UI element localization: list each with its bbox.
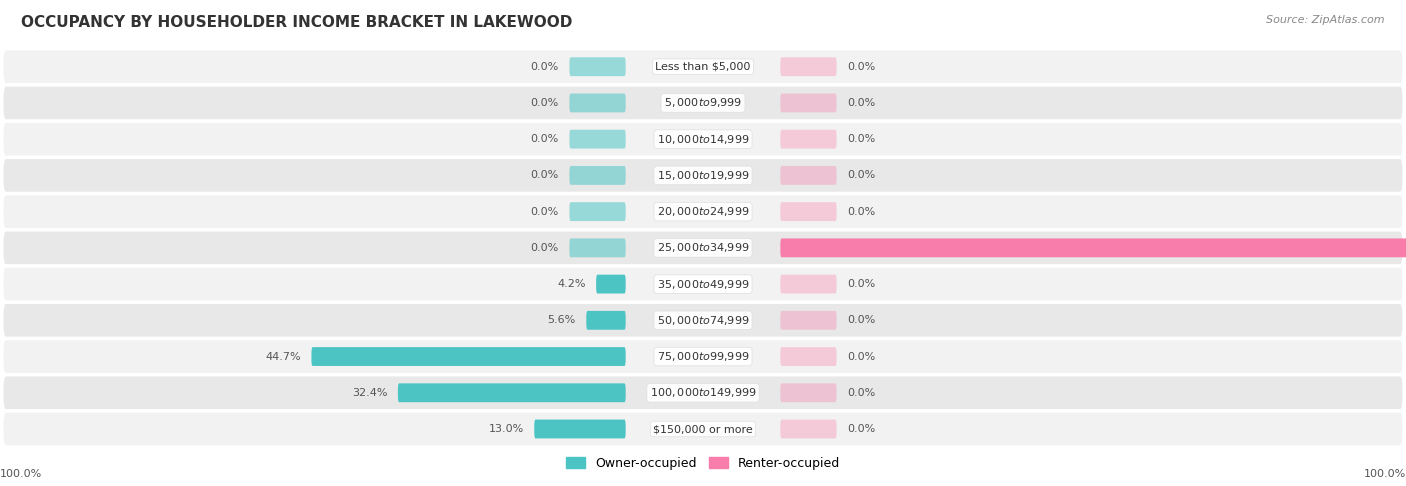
FancyBboxPatch shape [3, 51, 1403, 83]
FancyBboxPatch shape [3, 87, 1403, 119]
Text: $150,000 or more: $150,000 or more [654, 424, 752, 434]
FancyBboxPatch shape [398, 383, 626, 402]
FancyBboxPatch shape [780, 93, 837, 112]
Text: 32.4%: 32.4% [352, 388, 388, 398]
FancyBboxPatch shape [3, 340, 1403, 373]
Text: 44.7%: 44.7% [266, 351, 301, 362]
Text: 0.0%: 0.0% [846, 315, 876, 325]
FancyBboxPatch shape [569, 130, 626, 149]
Text: $75,000 to $99,999: $75,000 to $99,999 [657, 350, 749, 363]
Text: 0.0%: 0.0% [530, 62, 560, 72]
FancyBboxPatch shape [780, 275, 837, 294]
Text: 0.0%: 0.0% [530, 134, 560, 144]
FancyBboxPatch shape [569, 57, 626, 76]
FancyBboxPatch shape [3, 377, 1403, 409]
FancyBboxPatch shape [3, 268, 1403, 300]
FancyBboxPatch shape [780, 57, 837, 76]
FancyBboxPatch shape [780, 419, 837, 438]
FancyBboxPatch shape [596, 275, 626, 294]
Text: 5.6%: 5.6% [547, 315, 576, 325]
Text: 0.0%: 0.0% [846, 62, 876, 72]
FancyBboxPatch shape [3, 304, 1403, 337]
Text: 100.0%: 100.0% [1364, 469, 1406, 479]
Text: 0.0%: 0.0% [846, 424, 876, 434]
FancyBboxPatch shape [569, 93, 626, 112]
FancyBboxPatch shape [3, 159, 1403, 191]
Text: $35,000 to $49,999: $35,000 to $49,999 [657, 278, 749, 291]
FancyBboxPatch shape [780, 311, 837, 330]
Text: $50,000 to $74,999: $50,000 to $74,999 [657, 314, 749, 327]
FancyBboxPatch shape [569, 239, 626, 257]
Text: 100.0%: 100.0% [0, 469, 42, 479]
FancyBboxPatch shape [780, 130, 837, 149]
FancyBboxPatch shape [3, 123, 1403, 156]
FancyBboxPatch shape [3, 195, 1403, 228]
FancyBboxPatch shape [780, 383, 837, 402]
Text: 0.0%: 0.0% [846, 171, 876, 180]
FancyBboxPatch shape [780, 202, 837, 221]
Text: 0.0%: 0.0% [846, 279, 876, 289]
FancyBboxPatch shape [780, 239, 1406, 257]
FancyBboxPatch shape [3, 413, 1403, 445]
Text: 13.0%: 13.0% [488, 424, 524, 434]
FancyBboxPatch shape [569, 202, 626, 221]
Text: 4.2%: 4.2% [557, 279, 586, 289]
Text: 0.0%: 0.0% [846, 388, 876, 398]
FancyBboxPatch shape [586, 311, 626, 330]
FancyBboxPatch shape [3, 231, 1403, 264]
Text: 0.0%: 0.0% [846, 207, 876, 217]
FancyBboxPatch shape [534, 419, 626, 438]
Text: OCCUPANCY BY HOUSEHOLDER INCOME BRACKET IN LAKEWOOD: OCCUPANCY BY HOUSEHOLDER INCOME BRACKET … [21, 15, 572, 30]
FancyBboxPatch shape [780, 347, 837, 366]
FancyBboxPatch shape [780, 166, 837, 185]
Text: $100,000 to $149,999: $100,000 to $149,999 [650, 386, 756, 399]
FancyBboxPatch shape [312, 347, 626, 366]
Text: 0.0%: 0.0% [530, 207, 560, 217]
Text: $10,000 to $14,999: $10,000 to $14,999 [657, 133, 749, 146]
Text: 0.0%: 0.0% [846, 351, 876, 362]
Text: 0.0%: 0.0% [530, 171, 560, 180]
Text: 0.0%: 0.0% [846, 98, 876, 108]
Text: $25,000 to $34,999: $25,000 to $34,999 [657, 242, 749, 254]
Text: 0.0%: 0.0% [530, 98, 560, 108]
Text: $20,000 to $24,999: $20,000 to $24,999 [657, 205, 749, 218]
Text: $5,000 to $9,999: $5,000 to $9,999 [664, 96, 742, 109]
Text: 0.0%: 0.0% [530, 243, 560, 253]
Text: 0.0%: 0.0% [846, 134, 876, 144]
Text: $15,000 to $19,999: $15,000 to $19,999 [657, 169, 749, 182]
Text: Source: ZipAtlas.com: Source: ZipAtlas.com [1267, 15, 1385, 25]
Legend: Owner-occupied, Renter-occupied: Owner-occupied, Renter-occupied [561, 452, 845, 475]
Text: Less than $5,000: Less than $5,000 [655, 62, 751, 72]
FancyBboxPatch shape [569, 166, 626, 185]
